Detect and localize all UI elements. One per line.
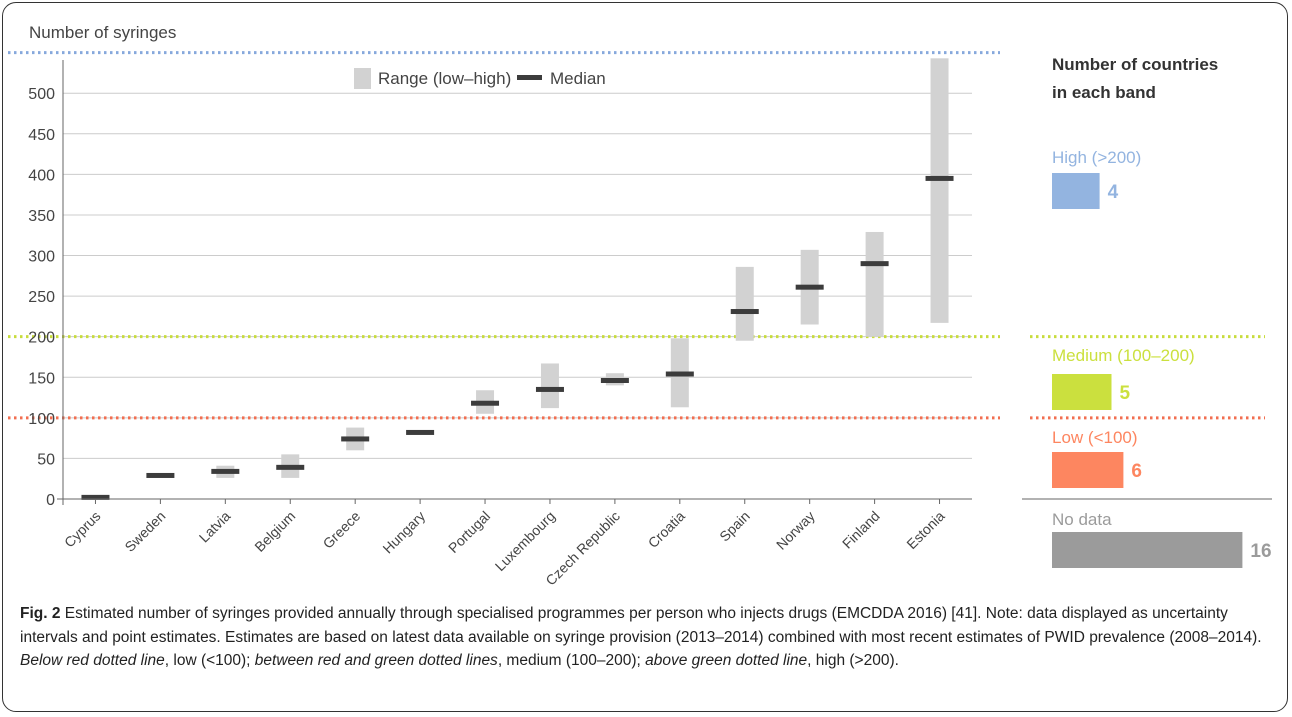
band-count-medium: 5 (1120, 383, 1131, 404)
band-bar-low (1052, 452, 1124, 488)
median-marks (81, 175, 954, 500)
median-mark-czech-republic (600, 378, 629, 384)
legend-range-swatch (354, 68, 371, 89)
median-mark-hungary (406, 429, 435, 435)
median-mark-estonia (925, 175, 954, 181)
band-label-no: No data (1052, 510, 1112, 529)
x-tick-labels: Cyprus Sweden Latvia Belgium Greece Hungary Po… (61, 508, 948, 589)
y-tick-100: 100 (28, 411, 55, 428)
country-band-panel: Number of countries in each band High (>… (1052, 55, 1272, 568)
range-bars (86, 58, 949, 499)
legend-median-swatch (517, 75, 542, 80)
x-tick-label-portugal: Portugal (445, 508, 493, 556)
x-tick-label-greece: Greece (320, 508, 364, 552)
y-tick-50: 50 (37, 451, 55, 468)
y-tick-labels: 0 50 100 150 200 250 300 350 400 450 500 (28, 86, 55, 509)
y-tick-150: 150 (28, 370, 55, 387)
caption-text-3: , medium (100–200); (497, 652, 646, 669)
band-count-low: 6 (1131, 461, 1142, 482)
x-tick-label-latvia: Latvia (196, 508, 234, 546)
band-count-no: 16 (1250, 541, 1271, 562)
band-items: High (>200) 4 Medium (100–200) 5 Low (<100) 6… (1052, 148, 1272, 568)
caption-text-2: , low (<100); (164, 652, 255, 669)
y-tick-300: 300 (28, 249, 55, 266)
y-tick-500: 500 (28, 86, 55, 103)
caption-italic-3: above green dotted line (645, 652, 808, 669)
caption-text-1: Estimated number of syringes provided an… (20, 605, 1262, 646)
band-label-low: Low (<100) (1052, 428, 1138, 447)
x-tick-label-finland: Finland (839, 508, 883, 552)
y-tick-450: 450 (28, 127, 55, 144)
y-tick-350: 350 (28, 208, 55, 225)
median-mark-latvia (211, 468, 240, 474)
caption-italic-1: Below red dotted line (20, 652, 165, 669)
median-mark-croatia (665, 371, 694, 377)
band-label-medium: Medium (100–200) (1052, 346, 1195, 365)
band-bar-high (1052, 173, 1100, 209)
x-tick-label-estonia: Estonia (903, 508, 947, 552)
median-mark-cyprus (81, 494, 110, 500)
band-bar-medium (1052, 374, 1112, 410)
range-bar-finland (865, 231, 884, 337)
y-tick-400: 400 (28, 167, 55, 184)
grid-lines (63, 92, 972, 459)
median-mark-sweden (146, 472, 175, 478)
figure-caption: Fig. 2 Estimated number of syringes prov… (20, 602, 1270, 673)
y-tick-250: 250 (28, 289, 55, 306)
median-mark-belgium (276, 464, 305, 470)
band-panel-title-line1: Number of countries (1052, 55, 1218, 74)
x-tick-label-spain: Spain (716, 508, 753, 545)
x-tick-label-luxembourg: Luxembourg (492, 508, 558, 574)
caption-text-4: , high (>200). (807, 652, 899, 669)
band-bar-no (1052, 532, 1243, 568)
axes (57, 60, 1272, 505)
x-tick-label-croatia: Croatia (645, 508, 688, 551)
range-bar-estonia (930, 58, 949, 323)
x-tick-label-sweden: Sweden (121, 508, 168, 555)
range-chart: Number of syringes 0 50 100 150 200 250 300 350… (8, 23, 1272, 589)
median-mark-greece (341, 436, 370, 442)
range-bar-spain (735, 266, 754, 341)
band-panel-title-line2: in each band (1052, 83, 1156, 102)
legend-range-label: Range (low–high) (378, 69, 511, 88)
y-tick-200: 200 (28, 330, 55, 347)
median-mark-luxembourg (535, 386, 564, 392)
median-mark-spain (730, 309, 759, 315)
caption-italic-2: between red and green dotted lines (254, 652, 498, 669)
x-tick-label-hungary: Hungary (379, 508, 428, 557)
band-label-high: High (>200) (1052, 148, 1141, 167)
median-mark-portugal (471, 400, 500, 406)
range-bar-luxembourg (540, 363, 559, 409)
y-axis-label: Number of syringes (29, 23, 176, 42)
median-mark-finland (860, 261, 889, 267)
x-tick-label-norway: Norway (773, 508, 818, 553)
legend: Range (low–high) Median (354, 68, 606, 89)
legend-median-label: Median (550, 69, 606, 88)
x-tick-label-belgium: Belgium (251, 508, 298, 555)
median-mark-norway (795, 284, 824, 290)
band-count-high: 4 (1108, 182, 1119, 203)
caption-fig-label: Fig. 2 (20, 605, 61, 622)
x-tick-label-cyprus: Cyprus (61, 508, 104, 551)
y-tick-0: 0 (46, 492, 55, 509)
